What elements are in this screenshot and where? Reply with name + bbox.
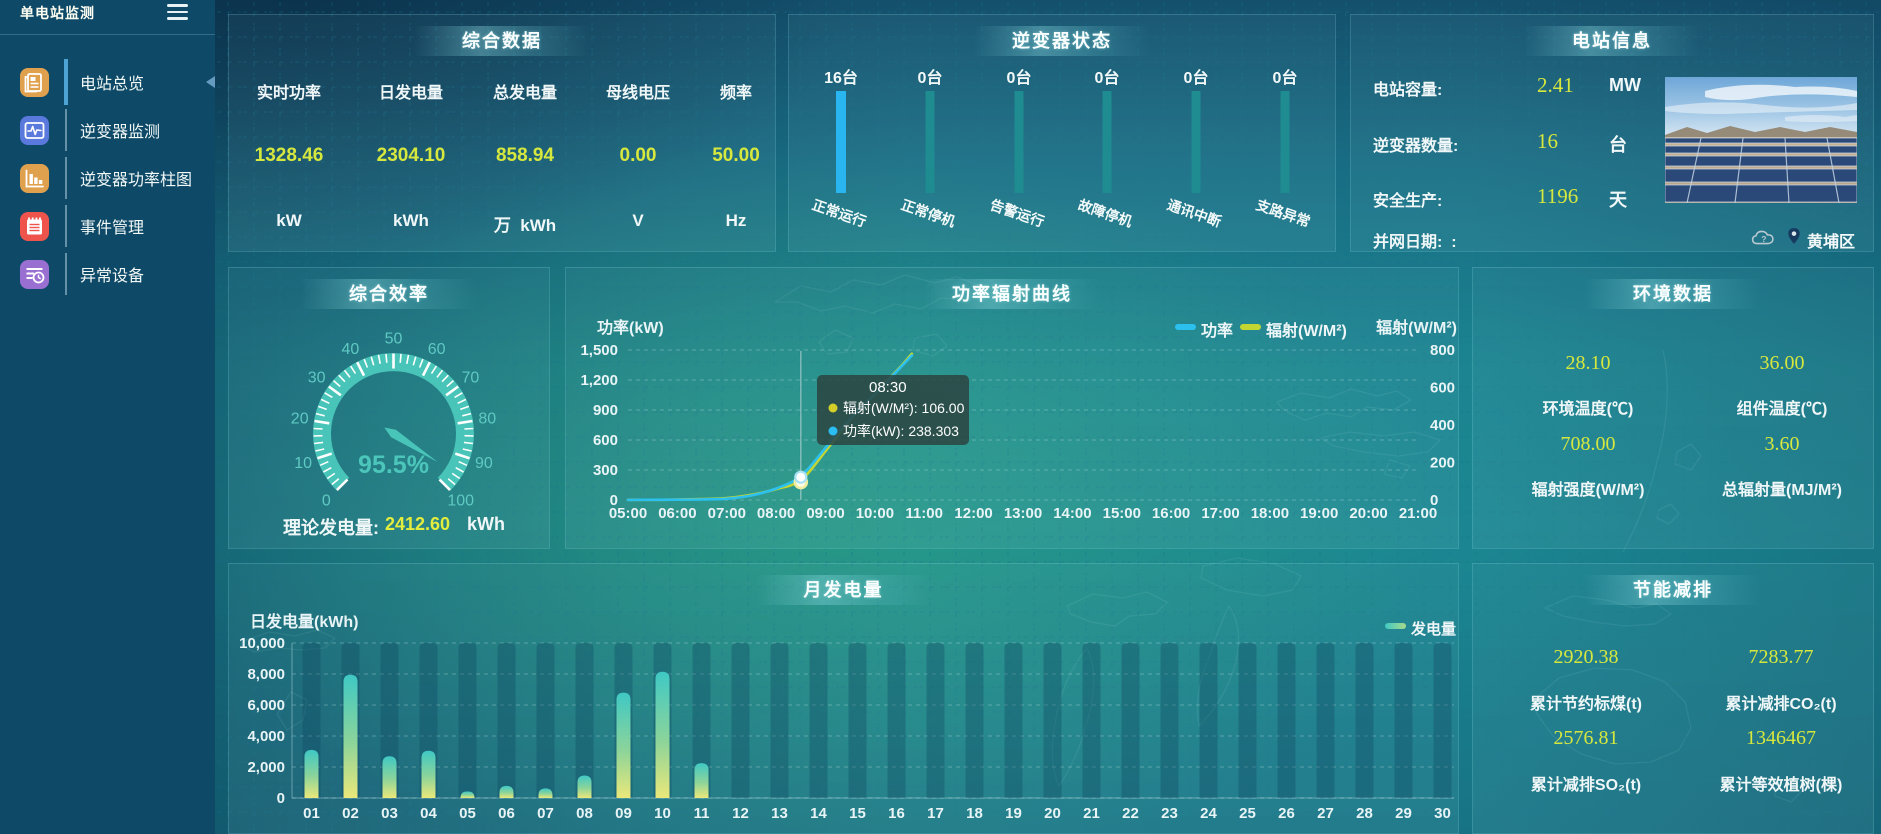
svg-text:辐射(W/M²): 辐射(W/M²) [1266,321,1347,340]
svg-text:07:00: 07:00 [708,505,746,522]
svg-text:25: 25 [1239,805,1256,822]
svg-text:0台: 0台 [1273,68,1298,87]
svg-text:17: 17 [927,805,944,822]
svg-text:20: 20 [1044,805,1061,822]
svg-text:09:00: 09:00 [806,505,844,522]
svg-text:功率(kW): 238.303: 功率(kW): 238.303 [843,423,959,439]
svg-text:0: 0 [277,790,285,807]
svg-text:15:00: 15:00 [1103,505,1141,522]
svg-text:26: 26 [1278,805,1295,822]
svg-text:0台: 0台 [1007,68,1032,87]
svg-text:70: 70 [462,370,480,387]
svg-text:11: 11 [694,805,710,822]
svg-text:02: 02 [342,805,359,822]
svg-text:27: 27 [1317,805,1334,822]
svg-text:日发电量(kWh): 日发电量(kWh) [250,612,358,631]
svg-text:8,000: 8,000 [247,666,285,683]
svg-text:03: 03 [381,805,398,822]
svg-text:21: 21 [1083,805,1100,822]
svg-text:600: 600 [593,432,618,449]
svg-text:功率(kW): 功率(kW) [597,318,664,337]
svg-text:11:00: 11:00 [905,505,943,522]
svg-text:2,000: 2,000 [247,759,285,776]
svg-text:20:00: 20:00 [1349,505,1387,522]
svg-text:23: 23 [1161,805,1178,822]
svg-text:1,200: 1,200 [580,372,618,389]
svg-text:30: 30 [1434,805,1451,822]
svg-text:24: 24 [1200,805,1217,822]
svg-text:19:00: 19:00 [1300,505,1338,522]
svg-text:400: 400 [1430,417,1455,434]
svg-text:?: ? [1761,234,1766,244]
svg-text:95.5%: 95.5% [358,451,429,479]
svg-text:16台: 16台 [824,68,858,87]
svg-text:6,000: 6,000 [247,697,285,714]
svg-text:支路异常: 支路异常 [1253,196,1312,230]
svg-text:0: 0 [610,492,618,509]
svg-text:12: 12 [732,805,749,822]
svg-text:10:00: 10:00 [856,505,894,522]
svg-text:4,000: 4,000 [247,728,285,745]
svg-text:故障停机: 故障停机 [1076,196,1134,229]
svg-text:0台: 0台 [918,68,943,87]
svg-text:正常停机: 正常停机 [899,196,957,229]
svg-text:50: 50 [385,331,403,348]
svg-text:正常运行: 正常运行 [810,196,868,229]
svg-text:14: 14 [810,805,827,822]
svg-text:08:00: 08:00 [757,505,795,522]
svg-text:30: 30 [308,370,326,387]
svg-text:发电量: 发电量 [1410,620,1456,638]
svg-text:04: 04 [420,805,437,822]
svg-text:800: 800 [1430,342,1455,359]
svg-text:09: 09 [615,805,632,822]
svg-text:200: 200 [1430,455,1455,472]
svg-text:600: 600 [1430,380,1455,397]
svg-text:90: 90 [475,455,493,472]
svg-text:05: 05 [459,805,476,822]
svg-text:16: 16 [888,805,905,822]
svg-text:20: 20 [291,411,309,428]
svg-text:22: 22 [1122,805,1139,822]
svg-text:通讯中断: 通讯中断 [1165,196,1223,229]
svg-text:07: 07 [537,805,554,822]
svg-text:12:00: 12:00 [954,505,992,522]
svg-text:15: 15 [849,805,866,822]
svg-text:13: 13 [771,805,788,822]
svg-text:功率: 功率 [1201,321,1233,340]
svg-text:300: 300 [593,462,618,479]
svg-text:40: 40 [342,341,360,358]
svg-text:0台: 0台 [1095,68,1120,87]
svg-text:19: 19 [1005,805,1022,822]
svg-text:辐射(W/M²): 106.00: 辐射(W/M²): 106.00 [843,400,965,416]
svg-text:18: 18 [966,805,983,822]
svg-text:28: 28 [1356,805,1373,822]
svg-text:16:00: 16:00 [1152,505,1190,522]
svg-text:辐射(W/M²): 辐射(W/M²) [1376,318,1457,337]
svg-text:21:00: 21:00 [1399,505,1437,522]
svg-text:06: 06 [498,805,515,822]
svg-text:17:00: 17:00 [1201,505,1239,522]
svg-text:100: 100 [447,493,474,510]
svg-text:60: 60 [428,341,446,358]
svg-text:29: 29 [1395,805,1412,822]
svg-text:05:00: 05:00 [609,505,647,522]
svg-text:1,500: 1,500 [580,342,618,359]
svg-text:900: 900 [593,402,618,419]
svg-text:06:00: 06:00 [658,505,696,522]
svg-text:13:00: 13:00 [1004,505,1042,522]
svg-text:08:30: 08:30 [869,379,907,396]
svg-text:10: 10 [294,455,312,472]
svg-text:0台: 0台 [1184,68,1209,87]
svg-text:18:00: 18:00 [1251,505,1289,522]
svg-text:14:00: 14:00 [1053,505,1091,522]
svg-text:告警运行: 告警运行 [988,196,1046,229]
svg-text:0: 0 [1430,492,1438,509]
svg-text:10: 10 [654,805,671,822]
svg-text:10,000: 10,000 [239,635,285,652]
svg-text:08: 08 [576,805,593,822]
svg-text:80: 80 [478,411,496,428]
svg-text:0: 0 [322,493,331,510]
svg-text:01: 01 [303,805,320,822]
